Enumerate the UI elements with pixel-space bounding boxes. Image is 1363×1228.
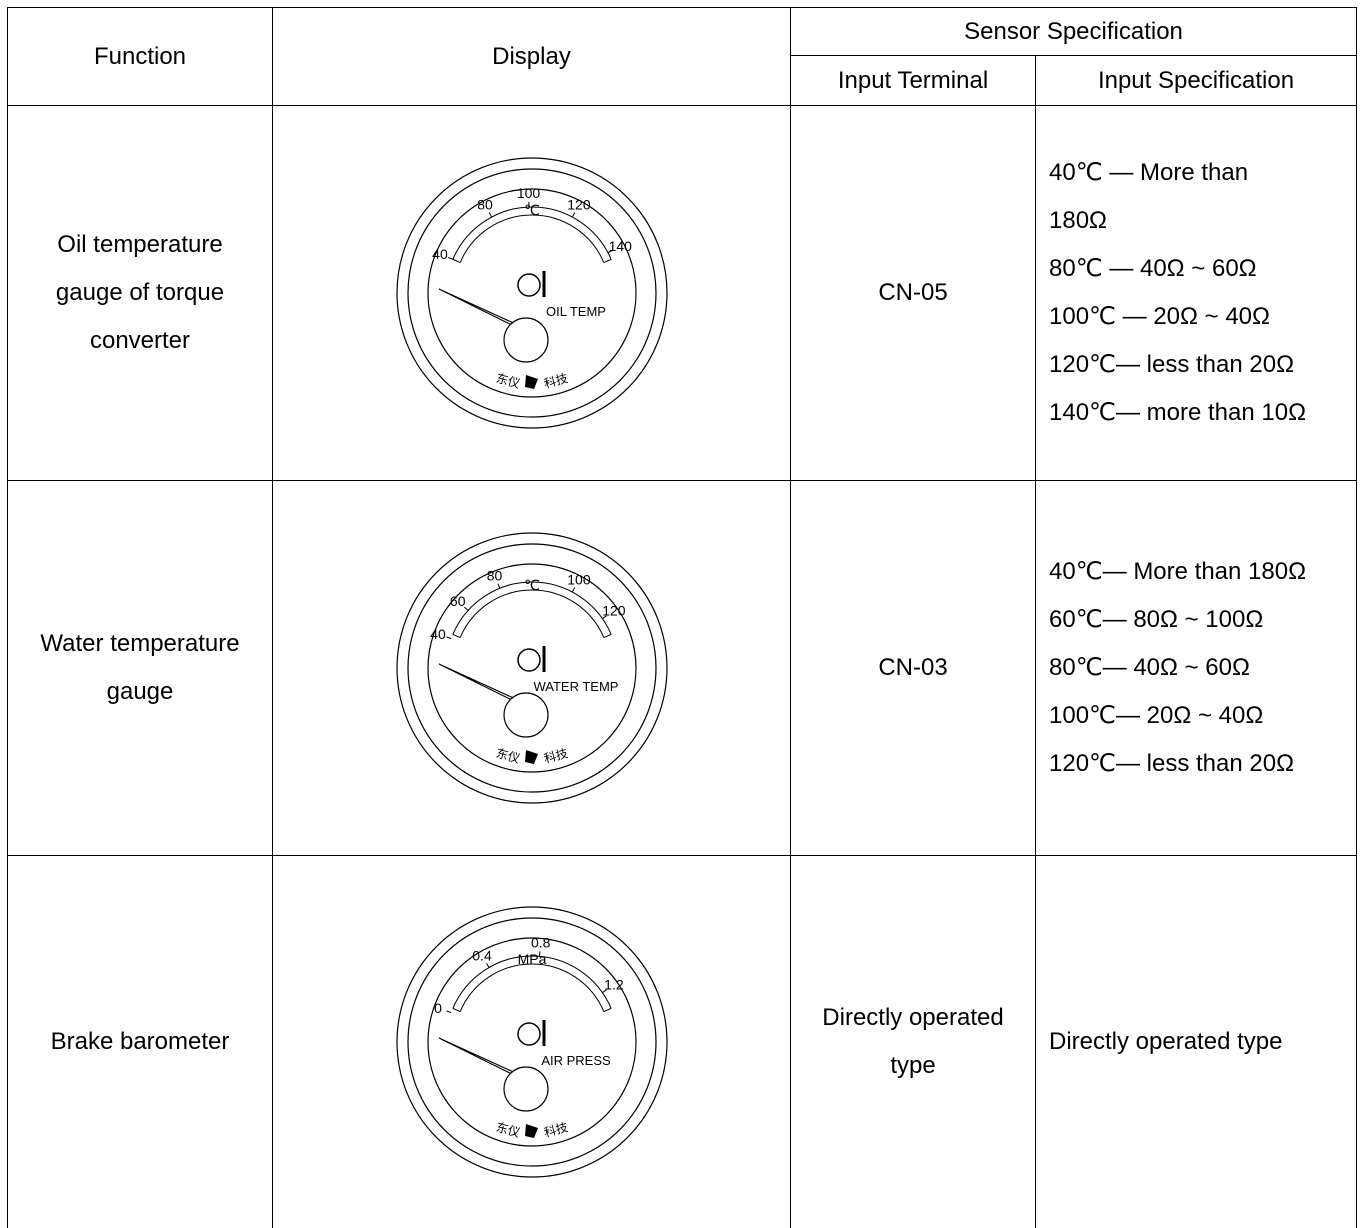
terminal-cell: Directly operated type [791,856,1036,1228]
scale-tick [489,213,491,217]
gauge: ℃ 40 80 100 120 140 OIL TEMP 东仪 科技 [392,153,672,433]
header-cell: Input Terminal [791,56,1036,106]
gauge-unit: MPa [517,951,546,967]
spec-line: 80℃ — 40Ω ~ 60Ω [1049,245,1356,293]
scale-label: 40 [432,246,448,262]
brand-right: 科技 [542,1120,569,1140]
scale-tick [572,213,574,217]
scale-end [452,1008,459,1011]
display-cell: ℃ 40 80 100 120 140 OIL TEMP 东仪 科技 [273,106,791,481]
spec-cell: Directly operated type [1036,856,1357,1228]
table-row: Oil temperature gauge of torque converte… [8,106,1357,481]
scale-end [603,259,610,262]
brand-right: 科技 [542,371,569,391]
gauge-icon [518,649,540,671]
gauge-label: OIL TEMP [546,304,606,319]
spec-line: Directly operated type [1049,1018,1356,1066]
spec-line: 100℃ — 20Ω ~ 40Ω [1049,293,1356,341]
brand-right: 科技 [542,746,569,766]
header-row: Function Display Sensor Specification [8,8,1357,56]
terminal-cell: CN-05 [791,106,1036,481]
scale-label: 100 [567,572,591,588]
header-cell: Function [8,8,273,106]
spec-line: 100℃— 20Ω ~ 40Ω [1049,692,1356,740]
gauge-label: WATER TEMP [533,679,618,694]
function-cell: Oil temperature gauge of torque converte… [8,106,273,481]
spec-table: Function Display Sensor Specification In… [7,7,1357,1228]
brand-logo [525,750,538,764]
gauge-icon [518,274,540,296]
scale-end [603,634,610,637]
gauge-icon [518,1023,540,1045]
scale-end [603,1008,610,1011]
gauge-ring [428,189,636,397]
scale-label: 0.4 [472,947,492,963]
display-cell: MPa 0 0.4 0.8 1.2 AIR PRESS 东仪 科技 [273,856,791,1228]
spec-line: 60℃— 80Ω ~ 100Ω [1049,596,1356,644]
spec-line: 140℃— more than 10Ω [1049,389,1356,437]
scale-label: 0.8 [530,934,550,950]
scale-label: 140 [608,238,632,254]
function-cell: Water temperature gauge [8,481,273,856]
scale-label: 80 [486,567,502,583]
spec-line: 180Ω [1049,197,1356,245]
table-row: Brake barometer MPa 0 0.4 0.8 1.2 AIR PRESS 东仪 科… [8,856,1357,1228]
brand-left: 东仪 [494,371,521,391]
needle-hub [504,318,548,362]
scale-tick [572,588,574,592]
needle-hub [504,693,548,737]
table-row: Water temperature gauge ℃ 40 60 80 100 120 WATE… [8,481,1357,856]
spec-line: 40℃ — More than [1049,149,1356,197]
scale-end [452,634,459,637]
spec-line: 80℃— 40Ω ~ 60Ω [1049,644,1356,692]
brand-left: 东仪 [494,1120,521,1140]
gauge-label: AIR PRESS [541,1053,611,1068]
scale-label: 40 [430,626,446,642]
table-body: Oil temperature gauge of torque converte… [8,106,1357,1228]
gauge: ℃ 40 60 80 100 120 WATER TEMP 东仪 科技 [392,528,672,808]
spec-line: 120℃— less than 20Ω [1049,341,1356,389]
function-cell: Brake barometer [8,856,273,1228]
scale-label: 120 [567,197,591,213]
scale-label: 1.2 [604,976,624,992]
header-cell: Input Specification [1036,56,1357,106]
gauge-ring [428,938,636,1146]
spec-line: 120℃— less than 20Ω [1049,740,1356,788]
scale-tick [446,637,451,639]
scale-tick [497,584,499,589]
scale-tick [448,257,453,259]
scale-end [452,259,459,262]
scale-tick [446,1011,451,1013]
scale-label: 120 [602,603,626,619]
scale-label: 0 [434,1000,442,1016]
brand-logo [525,375,538,389]
scale-label: 100 [516,185,540,201]
spec-line: 40℃— More than 180Ω [1049,548,1356,596]
scale-label: 60 [449,593,465,609]
gauge-unit: ℃ [524,202,540,218]
terminal-cell: CN-03 [791,481,1036,856]
brand-left: 东仪 [494,746,521,766]
header-cell: Sensor Specification [791,8,1357,56]
header-cell: Display [273,8,791,106]
gauge-unit: ℃ [524,577,540,593]
gauge: MPa 0 0.4 0.8 1.2 AIR PRESS 东仪 科技 [392,902,672,1182]
scale-tick [486,963,489,967]
display-cell: ℃ 40 60 80 100 120 WATER TEMP 东仪 科技 [273,481,791,856]
scale-label: 80 [477,197,493,213]
needle-hub [504,1067,548,1111]
brand-logo [525,1124,538,1138]
